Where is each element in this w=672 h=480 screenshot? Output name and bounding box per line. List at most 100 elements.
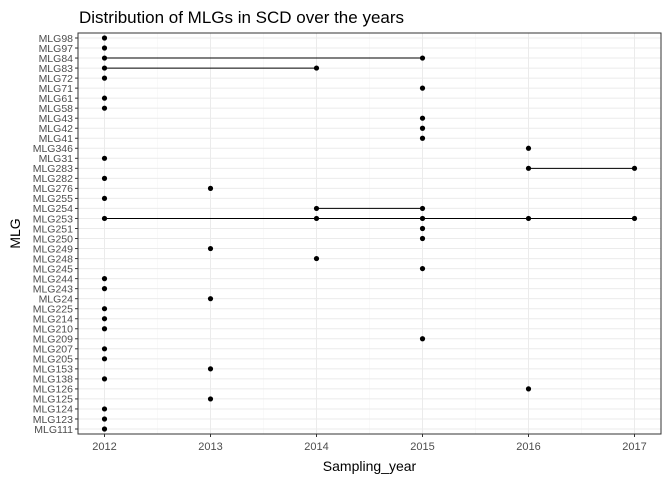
data-point-mlg43-2015: [419, 115, 426, 121]
y-axis-title: MLG: [7, 218, 23, 248]
series-lines: [104, 57, 635, 219]
y-tick-label: MLG245: [33, 263, 73, 275]
data-point-mlg283-2017: [631, 165, 638, 171]
data-point-mlg84-2012: [101, 55, 108, 61]
data-point-mlg58-2012: [101, 105, 108, 111]
x-axis-title: Sampling_year: [323, 458, 417, 474]
data-point-mlg253-2016: [525, 215, 532, 222]
x-tick-label: 2015: [410, 441, 434, 453]
series-points: [101, 35, 638, 432]
data-point-mlg124-2012: [101, 406, 108, 412]
data-point-mlg123-2012: [101, 416, 108, 422]
y-tick-label: MLG249: [33, 243, 73, 255]
y-tick-label: MLG83: [39, 63, 74, 75]
data-point-mlg243-2012: [101, 286, 108, 292]
data-point-mlg346-2016: [525, 145, 532, 151]
y-tick-label: MLG41: [39, 133, 74, 145]
data-point-mlg61-2012: [101, 95, 108, 101]
y-tick-label: MLG31: [39, 153, 74, 165]
data-point-mlg248-2014: [313, 255, 320, 262]
y-tick-label: MLG42: [39, 123, 74, 135]
y-tick-label: MLG209: [33, 334, 73, 346]
y-tick-label: MLG71: [39, 83, 74, 95]
y-tick-label: MLG207: [33, 344, 73, 356]
data-point-mlg245-2015: [419, 265, 426, 272]
y-tick-label: MLG123: [33, 414, 73, 426]
data-point-mlg253-2017: [631, 215, 638, 222]
data-point-mlg214-2012: [101, 316, 108, 322]
y-tick-label: MLG244: [33, 273, 73, 285]
data-point-mlg210-2012: [101, 326, 108, 332]
x-tick-label: 2017: [622, 441, 646, 453]
data-point-mlg253-2014: [313, 215, 320, 222]
data-point-mlg83-2012: [101, 65, 108, 71]
y-tick-label: MLG210: [33, 324, 73, 336]
data-point-mlg83-2014: [313, 65, 320, 71]
data-point-mlg253-2015: [419, 215, 426, 222]
data-point-mlg253-2012: [101, 215, 108, 222]
y-tick-label: MLG24: [39, 293, 74, 305]
y-tick-label: MLG124: [33, 404, 73, 416]
data-point-mlg282-2012: [101, 175, 108, 181]
x-tick-label: 2016: [516, 441, 540, 453]
y-tick-label: MLG225: [33, 303, 73, 315]
y-tick-label: MLG125: [33, 394, 73, 406]
data-point-mlg126-2016: [525, 386, 532, 392]
y-tick-label: MLG250: [33, 233, 73, 245]
data-point-mlg276-2013: [207, 185, 214, 191]
y-tick-label: MLG98: [39, 33, 74, 45]
data-point-mlg249-2013: [207, 245, 214, 252]
y-tick-label: MLG61: [39, 93, 74, 105]
data-point-mlg254-2014: [313, 205, 320, 212]
y-tick-label: MLG276: [33, 183, 73, 195]
data-point-mlg209-2015: [419, 336, 426, 342]
y-tick-label: MLG214: [33, 314, 73, 326]
y-tick-label: MLG346: [33, 143, 73, 155]
y-tick-label: MLG58: [39, 103, 74, 115]
data-point-mlg254-2015: [419, 205, 426, 212]
data-point-mlg138-2012: [101, 376, 108, 382]
y-tick-label: MLG84: [39, 53, 74, 65]
data-point-mlg98-2012: [101, 35, 108, 41]
y-tick-label: MLG251: [33, 223, 73, 235]
data-point-mlg125-2013: [207, 396, 214, 402]
y-axis: MLG98MLG97MLG84MLG83MLG72MLG71MLG61MLG58…: [33, 33, 78, 436]
y-tick-label: MLG248: [33, 253, 73, 265]
y-tick-label: MLG43: [39, 113, 74, 125]
data-point-mlg31-2012: [101, 155, 108, 161]
data-point-mlg24-2013: [207, 296, 214, 302]
data-point-mlg205-2012: [101, 356, 108, 362]
x-tick-label: 2012: [92, 441, 116, 453]
x-tick-label: 2013: [198, 441, 222, 453]
y-tick-label: MLG126: [33, 384, 73, 396]
data-point-mlg72-2012: [101, 75, 108, 81]
panel-border: [77, 32, 662, 435]
data-point-mlg251-2015: [419, 225, 426, 232]
data-point-mlg153-2013: [207, 366, 214, 372]
data-point-mlg250-2015: [419, 235, 426, 242]
x-axis: 2012 2013 2014 2015 2016 2017: [92, 434, 647, 453]
y-tick-label: MLG97: [39, 43, 74, 55]
data-point-mlg255-2012: [101, 195, 108, 202]
y-tick-label: MLG254: [33, 203, 73, 215]
data-point-mlg111-2012: [101, 426, 108, 432]
data-point-mlg225-2012: [101, 306, 108, 312]
y-tick-label: MLG72: [39, 73, 74, 85]
y-tick-label: MLG111: [34, 424, 73, 436]
data-point-mlg283-2016: [525, 165, 532, 171]
data-point-mlg244-2012: [101, 276, 108, 282]
y-tick-label: MLG253: [33, 213, 73, 225]
y-tick-label: MLG255: [33, 193, 73, 205]
y-tick-label: MLG153: [33, 364, 73, 376]
y-tick-label: MLG205: [33, 354, 73, 366]
data-point-mlg84-2015: [419, 55, 426, 61]
x-tick-label: 2014: [304, 441, 328, 453]
y-tick-label: MLG282: [33, 173, 73, 185]
data-point-mlg97-2012: [101, 45, 108, 51]
data-point-mlg71-2015: [419, 85, 426, 91]
chart-title: Distribution of MLGs in SCD over the yea…: [79, 8, 404, 27]
data-point-mlg41-2015: [419, 135, 426, 141]
data-point-mlg42-2015: [419, 125, 426, 131]
